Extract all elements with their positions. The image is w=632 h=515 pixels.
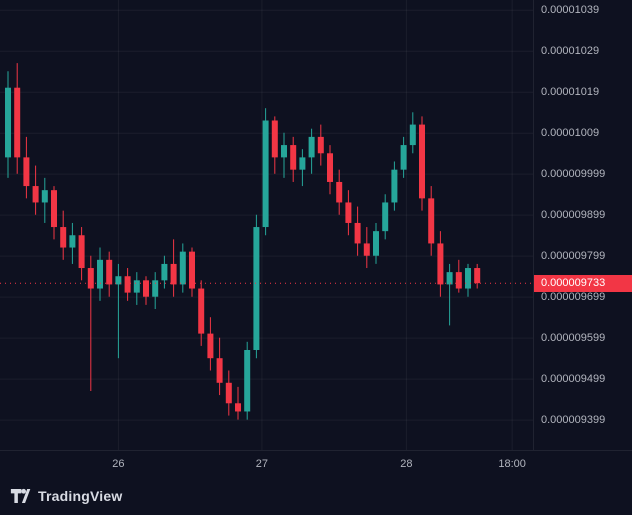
price-axis[interactable]: 0.00001039 0.00001029 0.00001019 0.00001009… xyxy=(533,0,632,450)
price-axis-label: 0.00001029 xyxy=(541,45,600,58)
chart-plot-area[interactable] xyxy=(0,0,533,450)
candle-body-down xyxy=(198,288,205,334)
candle-body-down xyxy=(336,181,343,203)
candle-body-up xyxy=(97,259,103,289)
candle-body-up xyxy=(373,231,379,256)
candle-body-up xyxy=(69,235,76,248)
candle-body-down xyxy=(235,403,241,412)
candle-body-up xyxy=(382,202,389,232)
price-axis-label: 0.000009799 xyxy=(541,250,606,263)
candle-body-up xyxy=(262,120,269,228)
price-axis-label: 0.000009699 xyxy=(541,291,606,304)
candle-body-up xyxy=(409,124,416,146)
time-axis-label: 18:00 xyxy=(498,458,526,470)
price-axis-label: 0.000009999 xyxy=(541,168,606,181)
tradingview-label: TradingView xyxy=(38,488,123,504)
time-axis[interactable]: 26 27 28 18:00 xyxy=(0,450,632,478)
time-axis-label: 27 xyxy=(255,458,269,470)
candle-body-down xyxy=(170,263,177,285)
current-price-badge: 0.000009733 xyxy=(534,274,632,292)
candle-body-up xyxy=(152,280,159,297)
price-axis-label: 0.00001039 xyxy=(541,4,600,17)
candle-body-up xyxy=(161,263,168,281)
price-axis-label: 0.00001009 xyxy=(541,127,600,140)
candle-body-up xyxy=(299,157,306,170)
tradingview-attribution-link[interactable]: TradingView xyxy=(10,485,122,507)
price-axis-label: 0.000009899 xyxy=(541,209,606,222)
candle-body-up xyxy=(308,136,315,158)
candle-body-up xyxy=(133,280,140,293)
candle-body-down xyxy=(225,382,232,404)
candle-body-down xyxy=(419,124,425,199)
time-axis-label: 28 xyxy=(400,458,413,470)
candle-body-down xyxy=(363,243,370,256)
candle-body-down xyxy=(124,276,131,293)
candle-body-down xyxy=(23,157,30,187)
price-axis-label: 0.000009399 xyxy=(541,414,606,427)
candle-body-down xyxy=(474,268,481,284)
candle-body-up xyxy=(253,227,260,350)
candle-body-down xyxy=(106,259,113,285)
candle-body-down xyxy=(87,268,94,289)
price-axis-label: 0.000009499 xyxy=(541,373,606,386)
candle-body-up xyxy=(391,169,398,203)
candle-body-up xyxy=(115,276,122,285)
price-axis-label: 0.000009599 xyxy=(541,332,606,345)
candle-body-up xyxy=(244,350,251,412)
candlestick-chart[interactable] xyxy=(0,0,533,450)
candle-body-down xyxy=(51,190,57,228)
tradingview-logo-icon xyxy=(10,488,31,503)
candle-body-down xyxy=(345,202,352,223)
candle-body-up xyxy=(5,87,11,158)
candle-body-up xyxy=(281,145,287,158)
candle-body-down xyxy=(143,280,149,297)
candle-body-up xyxy=(41,190,48,203)
candle-body-down xyxy=(216,358,223,383)
candle-body-down xyxy=(455,272,462,289)
candle-body-down xyxy=(290,145,297,170)
candle-body-down xyxy=(207,333,214,359)
candle-body-up xyxy=(465,268,471,289)
candle-body-down xyxy=(327,153,333,182)
candle-body-down xyxy=(428,198,435,244)
candle-body-up xyxy=(446,272,453,285)
candle-body-up xyxy=(179,251,186,285)
candle-body-down xyxy=(354,222,361,244)
candle-body-down xyxy=(317,136,324,154)
candle-body-down xyxy=(437,243,444,285)
candle-body-down xyxy=(32,186,39,203)
candle-body-up xyxy=(400,145,407,170)
candle-body-down xyxy=(14,87,21,158)
time-axis-label: 26 xyxy=(112,458,125,470)
candle-body-down xyxy=(78,235,85,269)
candle-body-down xyxy=(60,227,67,248)
candle-body-down xyxy=(271,120,278,158)
price-axis-label: 0.00001019 xyxy=(541,86,600,99)
candle-body-down xyxy=(189,251,195,289)
